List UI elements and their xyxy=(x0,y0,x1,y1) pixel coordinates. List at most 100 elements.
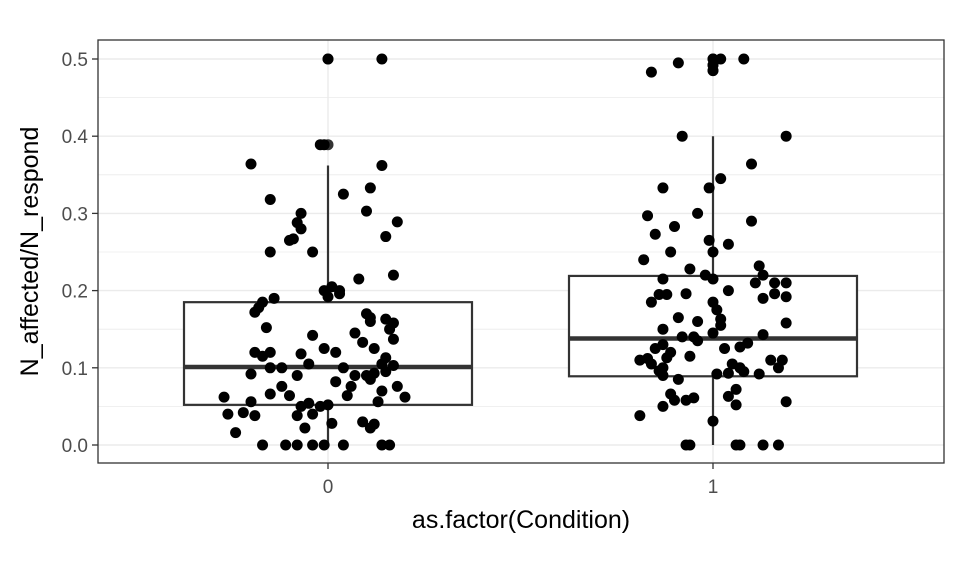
data-point xyxy=(291,370,303,382)
data-point xyxy=(318,343,330,354)
data-point xyxy=(657,362,669,374)
data-point xyxy=(688,392,700,404)
data-point xyxy=(372,396,384,408)
points-layer xyxy=(218,53,792,451)
data-point xyxy=(665,246,677,258)
data-point xyxy=(719,343,731,354)
data-point xyxy=(237,407,249,419)
data-point xyxy=(230,427,242,439)
data-point xyxy=(715,313,727,325)
data-point xyxy=(264,388,276,400)
boxes-layer xyxy=(182,53,859,445)
panel-border xyxy=(97,39,945,464)
data-point xyxy=(318,139,330,151)
data-point xyxy=(364,182,376,194)
data-point xyxy=(780,130,792,142)
data-point xyxy=(753,260,765,272)
data-point xyxy=(264,194,276,206)
data-point xyxy=(757,439,769,451)
data-point xyxy=(769,288,781,300)
data-point xyxy=(722,238,734,250)
data-point xyxy=(645,66,657,78)
data-point xyxy=(291,217,303,229)
data-point xyxy=(634,410,646,422)
data-point xyxy=(657,339,669,351)
data-point xyxy=(341,390,353,402)
data-point xyxy=(657,273,669,285)
y-axis: 0.0 0.1 0.2 0.3 0.4 0.5 xyxy=(62,50,98,457)
data-point xyxy=(307,408,319,420)
y-tick-label: 0.2 xyxy=(62,282,88,303)
data-point xyxy=(757,269,769,281)
data-point xyxy=(307,329,319,341)
data-point xyxy=(380,313,392,325)
data-point xyxy=(349,327,361,339)
data-point xyxy=(245,368,257,380)
data-point xyxy=(391,216,403,228)
x-tick-label: 0 xyxy=(323,477,334,498)
data-point xyxy=(642,353,654,365)
data-point xyxy=(669,221,680,233)
data-point xyxy=(715,53,727,65)
data-point xyxy=(387,359,399,371)
data-point xyxy=(649,228,661,240)
data-point xyxy=(672,373,684,385)
data-point xyxy=(284,390,295,402)
data-point xyxy=(361,308,372,320)
data-point xyxy=(769,277,781,289)
data-point xyxy=(368,367,380,379)
data-point xyxy=(337,188,349,200)
data-point xyxy=(245,396,257,408)
data-point xyxy=(376,53,388,65)
data-point xyxy=(657,400,669,412)
data-point xyxy=(642,210,654,222)
data-point xyxy=(337,439,349,451)
data-point xyxy=(345,380,357,392)
data-point xyxy=(218,391,230,403)
box-iqr xyxy=(567,274,859,378)
y-axis-title: N_affected/N_respond xyxy=(16,127,44,377)
data-point xyxy=(245,158,257,170)
data-point xyxy=(276,380,288,392)
data-point xyxy=(384,439,396,451)
data-point xyxy=(672,57,684,69)
data-point xyxy=(357,336,369,348)
data-point xyxy=(638,254,650,266)
data-point xyxy=(380,352,392,364)
data-point xyxy=(749,277,761,289)
data-point xyxy=(722,285,734,297)
data-point xyxy=(326,281,338,293)
data-point xyxy=(287,233,299,245)
data-point xyxy=(730,399,742,411)
data-point xyxy=(738,53,750,65)
data-point xyxy=(692,315,704,327)
data-point xyxy=(322,53,334,65)
data-point xyxy=(657,182,669,194)
data-point xyxy=(361,205,372,217)
data-point xyxy=(268,292,280,304)
data-point xyxy=(349,370,361,382)
data-point xyxy=(303,358,315,370)
data-point xyxy=(376,385,388,397)
data-point xyxy=(295,348,307,360)
data-point xyxy=(307,246,319,258)
data-point xyxy=(264,346,276,358)
data-point xyxy=(707,296,719,308)
data-point xyxy=(307,439,319,451)
data-point xyxy=(776,354,788,366)
data-point xyxy=(765,354,777,366)
data-point xyxy=(368,418,380,430)
data-point xyxy=(353,273,365,285)
data-point xyxy=(746,215,757,227)
data-point xyxy=(295,207,307,219)
data-point xyxy=(722,367,734,379)
data-point xyxy=(330,376,342,388)
data-point xyxy=(645,296,657,308)
y-tick-label: 0.0 xyxy=(62,436,88,457)
data-point xyxy=(707,65,719,77)
y-tick-label: 0.4 xyxy=(62,127,89,148)
data-point xyxy=(692,207,704,219)
data-point xyxy=(399,391,411,403)
data-point xyxy=(703,182,715,194)
